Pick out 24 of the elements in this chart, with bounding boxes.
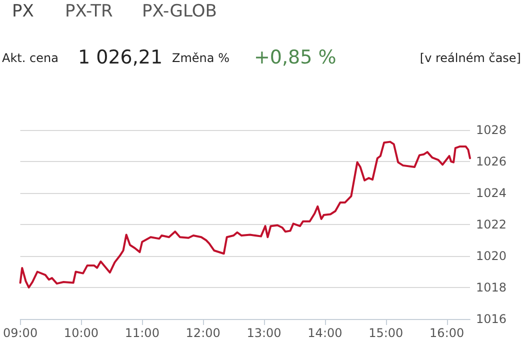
text: 1 026,21 bbox=[78, 46, 163, 68]
x-tick-label: 14:00 bbox=[308, 326, 342, 340]
x-tick-label: 12:00 bbox=[186, 326, 220, 340]
text: +0,85 % bbox=[254, 46, 336, 68]
text: Změna % bbox=[172, 51, 230, 65]
y-tick-label: 1018 bbox=[476, 280, 507, 294]
text: [v reálném čase] bbox=[420, 51, 521, 65]
x-tick-label: 15:00 bbox=[368, 326, 404, 340]
text: PX-GLOB bbox=[142, 2, 217, 22]
x-tick-label: 13:00 bbox=[246, 326, 282, 340]
x-tick-label: 09:00 bbox=[2, 326, 38, 340]
text: PX-TR bbox=[65, 2, 114, 22]
y-tick-label: 1028 bbox=[476, 123, 507, 137]
line-series bbox=[19, 140, 471, 288]
x-tick-label: 11:00 bbox=[124, 326, 160, 340]
y-tick-label: 1020 bbox=[476, 249, 507, 263]
chart-title: PX bbox=[12, 2, 34, 22]
y-tick-label: 1016 bbox=[476, 312, 507, 326]
text: Akt. cena bbox=[2, 51, 58, 65]
y-tick-label: 1026 bbox=[476, 154, 507, 168]
y-tick-label: 1022 bbox=[476, 218, 507, 232]
x-tick-label: 16:00 bbox=[430, 326, 464, 340]
y-tick-label: 1024 bbox=[476, 186, 507, 200]
x-tick-label: 10:00 bbox=[64, 326, 99, 340]
